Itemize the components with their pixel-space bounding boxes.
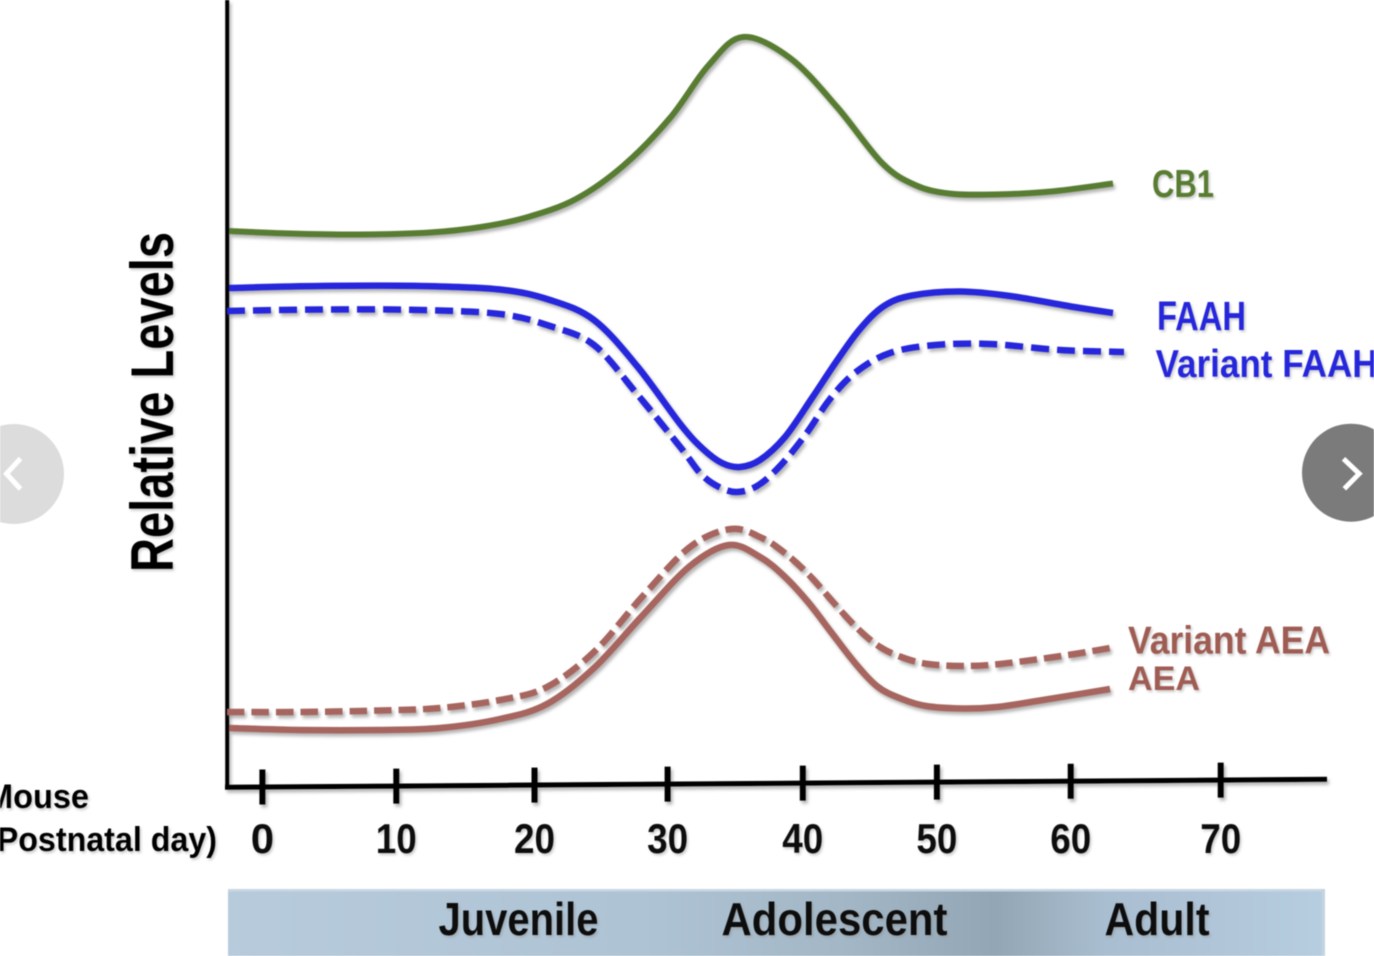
svg-text:20: 20 (514, 815, 555, 862)
svg-text:Variant FAAH: Variant FAAH (1156, 343, 1374, 386)
svg-text:Variant AEA: Variant AEA (1128, 620, 1330, 663)
svg-text:CB1: CB1 (1152, 163, 1214, 206)
svg-text:60: 60 (1050, 815, 1091, 862)
svg-text:FAAH: FAAH (1157, 293, 1246, 339)
svg-text:Juvenile: Juvenile (439, 893, 599, 945)
svg-text:0: 0 (251, 815, 274, 862)
svg-text:10: 10 (376, 815, 417, 862)
svg-text:Adolescent: Adolescent (722, 893, 948, 945)
svg-text:Relative Levels: Relative Levels (119, 232, 186, 572)
svg-text:Mouse: Mouse (0, 778, 89, 816)
svg-text:30: 30 (647, 815, 688, 862)
svg-text:70: 70 (1200, 815, 1241, 862)
svg-text:Adult: Adult (1105, 893, 1210, 945)
svg-text:40: 40 (782, 815, 823, 862)
svg-text:(Postnatal day): (Postnatal day) (0, 821, 217, 859)
svg-text:AEA: AEA (1128, 660, 1200, 698)
svg-text:50: 50 (916, 815, 957, 862)
